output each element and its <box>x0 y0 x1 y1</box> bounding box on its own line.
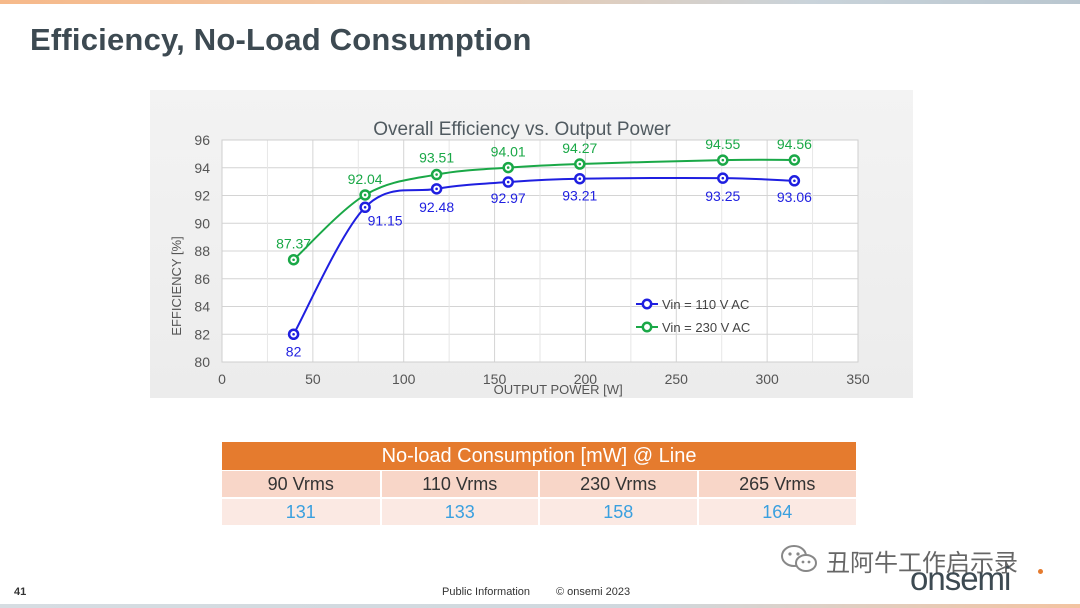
data-point-center <box>435 187 438 191</box>
data-label: 87.37 <box>276 236 311 252</box>
column-header: 230 Vrms <box>538 470 698 498</box>
table-cell: 131 <box>222 497 381 525</box>
logo-accent-dot <box>1038 569 1043 574</box>
y-tick-label: 88 <box>194 243 210 259</box>
legend-marker <box>641 321 653 333</box>
page-number: 41 <box>14 586 27 598</box>
data-point-center <box>292 332 295 336</box>
column-header: 265 Vrms <box>696 470 856 498</box>
y-tick-label: 94 <box>194 160 210 176</box>
no-load-table-title: No-load Consumption [mW] @ Line <box>222 442 856 471</box>
data-point-center <box>363 205 367 209</box>
data-point-center <box>506 166 510 169</box>
data-point-center <box>793 158 796 162</box>
data-point-center <box>721 176 725 180</box>
data-point-center <box>793 179 796 183</box>
x-tick-label: 250 <box>665 371 689 387</box>
x-tick-label: 200 <box>574 371 598 387</box>
data-label: 93.25 <box>705 188 740 204</box>
data-point-center <box>292 258 295 262</box>
y-tick-label: 96 <box>194 132 210 148</box>
data-label: 91.15 <box>368 212 403 228</box>
table-cell: 164 <box>696 497 856 525</box>
data-point-center <box>578 177 582 181</box>
legend-marker <box>641 298 653 310</box>
legend-label: Vin = 230 V AC <box>662 320 750 335</box>
x-axis-label: OUTPUT POWER [W] <box>494 382 623 397</box>
onsemi-logo: onsemi <box>910 560 1011 597</box>
y-tick-label: 82 <box>194 326 210 342</box>
data-label: 93.51 <box>419 150 454 166</box>
x-tick-label: 0 <box>218 371 226 387</box>
data-point-center <box>363 193 367 197</box>
y-axis-label: EFFICIENCY [%] <box>169 236 184 335</box>
data-label: 93.06 <box>777 189 812 205</box>
y-tick-label: 84 <box>194 299 210 315</box>
table-row: 131 133 158 164 <box>222 497 856 525</box>
footer-copyright: © onsemi 2023 <box>556 586 631 598</box>
no-load-table: No-load Consumption [mW] @ Line 90 Vrms … <box>222 442 856 525</box>
data-label: 94.01 <box>491 144 526 160</box>
plot-border <box>221 139 859 363</box>
y-tick-label: 80 <box>194 354 210 370</box>
wechat-icon <box>781 545 817 572</box>
data-label: 92.97 <box>491 190 526 206</box>
data-point-center <box>435 173 438 176</box>
data-label: 82 <box>286 343 302 359</box>
data-label: 92.04 <box>348 171 383 187</box>
y-tick-label: 90 <box>194 215 210 231</box>
legend-label: Vin = 110 V AC <box>662 297 749 312</box>
column-header: 110 Vrms <box>379 470 539 498</box>
data-point-center <box>578 162 582 166</box>
x-tick-label: 350 <box>846 371 870 387</box>
x-tick-label: 300 <box>755 371 779 387</box>
data-point-center <box>721 158 725 162</box>
footer-info: Public Information <box>442 586 531 598</box>
data-label: 94.56 <box>777 136 812 152</box>
data-label: 93.21 <box>562 188 597 204</box>
column-header: 90 Vrms <box>222 470 381 498</box>
y-tick-label: 86 <box>194 271 210 287</box>
data-point-center <box>506 180 510 184</box>
watermark-text: 丑阿牛工作启示录 <box>826 550 1018 577</box>
chart-title: Overall Efficiency vs. Output Power <box>373 119 671 140</box>
x-tick-label: 50 <box>305 371 321 387</box>
data-label: 94.27 <box>562 140 597 156</box>
top-accent-bar <box>0 0 1080 4</box>
data-label: 94.55 <box>705 136 740 152</box>
bottom-accent-bar <box>0 604 1080 608</box>
table-cell: 133 <box>379 497 539 525</box>
y-tick-label: 92 <box>194 188 210 204</box>
x-tick-label: 100 <box>392 371 416 387</box>
data-label: 92.48 <box>419 199 454 215</box>
table-header-row: 90 Vrms 110 Vrms 230 Vrms 265 Vrms <box>222 470 856 498</box>
x-tick-label: 150 <box>483 371 507 387</box>
slide-title: Efficiency, No-Load Consumption <box>30 22 532 57</box>
table-cell: 158 <box>538 497 698 525</box>
